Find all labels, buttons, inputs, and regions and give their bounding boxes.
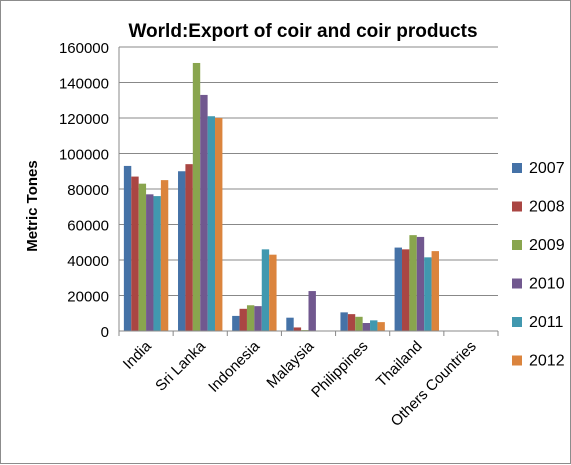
y-tick-label: 0 (101, 324, 109, 341)
bar-2010 (146, 194, 154, 331)
bar-2007 (286, 317, 294, 331)
bar-2011 (424, 257, 432, 331)
bar-2010 (254, 306, 262, 331)
y-tick-label: 20000 (67, 289, 109, 306)
bar-2007 (178, 171, 186, 331)
bar-2010 (308, 291, 316, 331)
bar-2008 (347, 314, 356, 331)
legend-label: 2007 (529, 160, 565, 177)
bar-2012 (269, 254, 277, 331)
y-tick-labels: 0 20000 40000 60000 80000 100000 120000 140000 1… (59, 40, 109, 341)
x-tick-label: India (120, 337, 155, 372)
legend-label: 2010 (529, 276, 565, 293)
legend-label: 2012 (529, 353, 565, 370)
y-axis-label: Metric Tones (24, 160, 41, 251)
bar-2012 (377, 322, 385, 331)
bar-2010 (416, 236, 425, 331)
bar-2011 (207, 116, 216, 331)
legend-label: 2009 (529, 237, 565, 254)
bar-2009 (355, 316, 363, 331)
bar-2010 (200, 94, 208, 331)
bar-2010 (362, 323, 371, 331)
legend-swatch (512, 317, 522, 327)
y-tick-label: 160000 (59, 40, 109, 57)
bar-2009 (138, 183, 147, 331)
y-tick-label: 40000 (67, 253, 109, 270)
bar-2009 (409, 235, 417, 331)
bar-2007 (340, 312, 348, 331)
x-tick-label: Philippines (308, 338, 371, 401)
legend: 2007 2008 2009 2010 2011 2012 (512, 160, 565, 370)
bar-2007 (232, 315, 240, 331)
bar-2008 (293, 327, 302, 331)
bar-2008 (239, 308, 247, 331)
bar-2012 (160, 180, 169, 331)
bar-2011 (370, 320, 378, 331)
bar-2011 (261, 249, 270, 331)
legend-swatch (512, 163, 522, 173)
legend-swatch (512, 240, 522, 250)
bar-2009 (246, 305, 255, 331)
bar-2007 (123, 165, 132, 331)
legend-label: 2011 (529, 314, 564, 331)
x-tick-label: Malaysia (263, 337, 317, 391)
gridlines (119, 46, 498, 296)
bars (123, 62, 439, 331)
bar-2012 (215, 118, 223, 331)
x-tick-label: Indonesia (205, 337, 263, 395)
bar-2009 (192, 62, 201, 331)
legend-swatch (512, 201, 522, 212)
bar-2012 (431, 251, 439, 331)
legend-label: 2008 (529, 199, 565, 216)
y-tick-label: 100000 (59, 147, 109, 164)
y-tick-label: 80000 (67, 182, 109, 199)
bar-2008 (131, 176, 139, 331)
bar-2008 (185, 164, 193, 331)
x-tick-label: Thailand (373, 338, 426, 391)
bar-2008 (401, 249, 410, 331)
y-tick-label: 60000 (67, 218, 109, 235)
x-tick-label: Sri Lanka (152, 337, 209, 394)
y-tick-label: 120000 (59, 111, 109, 128)
bar-2007 (394, 247, 402, 331)
legend-swatch (512, 355, 522, 366)
y-tick-label: 140000 (59, 76, 109, 93)
legend-swatch (512, 278, 522, 289)
chart-title: World:Export of coir and coir products (128, 21, 477, 42)
bar-2011 (153, 196, 161, 331)
axes (118, 47, 499, 336)
